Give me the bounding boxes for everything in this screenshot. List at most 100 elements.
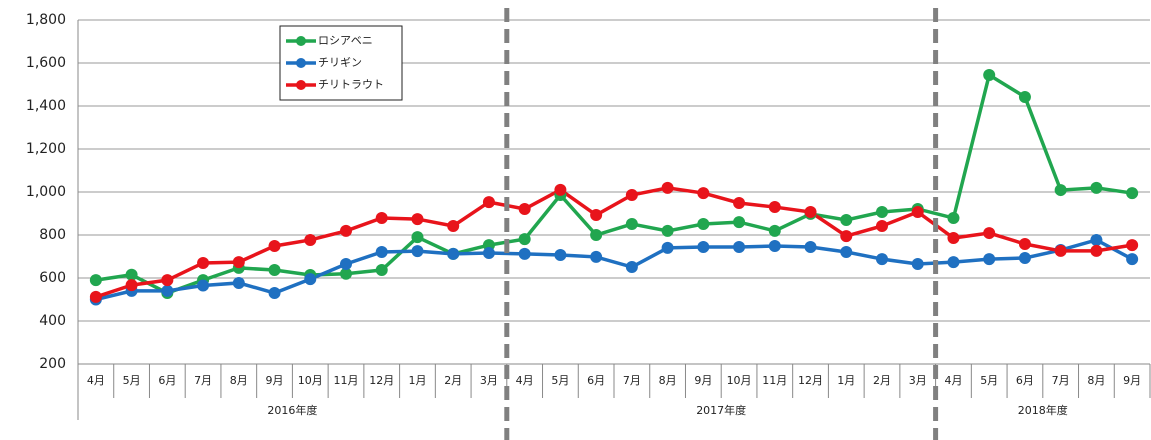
point xyxy=(697,218,710,231)
x-tick-label: 8月 xyxy=(659,374,677,387)
y-tick-label: 200 xyxy=(39,356,66,372)
point xyxy=(804,205,817,218)
x-tick-label: 3月 xyxy=(909,374,927,387)
y-tick-label: 1,800 xyxy=(26,12,66,28)
y-tick-label: 400 xyxy=(39,313,66,329)
x-tick-label: 5月 xyxy=(551,374,569,387)
point xyxy=(268,239,281,252)
point xyxy=(697,187,710,200)
legend-label: チリギン xyxy=(318,56,362,69)
x-tick-label: 5月 xyxy=(123,374,141,387)
point xyxy=(1090,244,1103,257)
x-tick-label: 7月 xyxy=(194,374,212,387)
point xyxy=(840,230,853,243)
point xyxy=(340,258,352,271)
point xyxy=(304,233,317,246)
x-tick-label: 11月 xyxy=(762,374,787,387)
x-tick-label: 9月 xyxy=(266,374,284,387)
point xyxy=(590,209,603,222)
point xyxy=(733,241,746,254)
x-tick-label: 5月 xyxy=(980,374,998,387)
x-tick-label: 7月 xyxy=(1052,374,1070,387)
x-tick-label: 1月 xyxy=(408,374,426,387)
x-tick-label: 12月 xyxy=(369,374,394,387)
point xyxy=(1054,244,1067,257)
y-tick-label: 600 xyxy=(39,270,66,286)
point xyxy=(340,267,352,280)
point xyxy=(411,231,424,244)
point xyxy=(232,256,245,269)
point xyxy=(661,181,674,194)
y-tick-label: 1,000 xyxy=(26,184,66,200)
point xyxy=(876,219,888,232)
x-tick-label: 10月 xyxy=(298,374,323,387)
point xyxy=(411,213,424,226)
x-tick-label: 12月 xyxy=(798,374,823,387)
point xyxy=(983,253,996,266)
point xyxy=(89,290,102,303)
x-tick-label: 9月 xyxy=(1123,374,1141,387)
point xyxy=(411,245,424,258)
point xyxy=(1126,187,1139,200)
point xyxy=(733,196,746,209)
point xyxy=(518,233,531,246)
legend-marker xyxy=(296,36,306,46)
point xyxy=(1090,181,1103,194)
x-tick-label: 4月 xyxy=(944,374,962,387)
x-tick-label: 9月 xyxy=(694,374,712,387)
point xyxy=(625,218,638,231)
point xyxy=(911,205,924,218)
legend-label: ロシアベニ xyxy=(318,34,373,47)
point xyxy=(661,224,674,237)
series-line xyxy=(95,186,1133,299)
point xyxy=(375,264,388,277)
point xyxy=(1126,253,1139,266)
point xyxy=(375,212,388,225)
point xyxy=(1126,239,1139,252)
y-tick-label: 800 xyxy=(39,227,66,243)
y-tick-label: 1,400 xyxy=(26,98,66,114)
point xyxy=(625,261,638,274)
point xyxy=(482,196,495,209)
point xyxy=(768,239,781,252)
x-tick-label: 7月 xyxy=(623,374,641,387)
point xyxy=(661,241,674,254)
point xyxy=(733,216,746,229)
point xyxy=(768,224,781,237)
point xyxy=(697,241,710,254)
point xyxy=(268,287,281,300)
point xyxy=(983,227,996,240)
point xyxy=(625,189,638,202)
point xyxy=(840,213,853,226)
point xyxy=(125,279,138,292)
x-tick-label: 2月 xyxy=(444,374,462,387)
group-label: 2016年度 xyxy=(267,403,317,417)
point xyxy=(1090,233,1103,246)
x-tick-label: 3月 xyxy=(480,374,498,387)
legend-marker xyxy=(296,58,306,68)
point xyxy=(876,205,888,218)
point xyxy=(804,241,817,254)
legend-marker xyxy=(296,80,306,90)
y-tick-label: 1,600 xyxy=(26,55,66,71)
point xyxy=(876,253,888,266)
point xyxy=(125,268,138,281)
point xyxy=(375,245,388,258)
point xyxy=(983,69,996,82)
point xyxy=(89,274,102,287)
point xyxy=(1018,238,1031,251)
point xyxy=(161,274,174,287)
point xyxy=(447,219,460,232)
x-tick-label: 8月 xyxy=(230,374,248,387)
x-tick-label: 11月 xyxy=(334,374,359,387)
point xyxy=(197,279,210,292)
point xyxy=(947,256,960,269)
point xyxy=(232,276,245,289)
legend-label: チリトラウト xyxy=(318,78,384,91)
y-tick-label: 1,200 xyxy=(26,141,66,157)
point xyxy=(768,201,781,214)
point xyxy=(590,250,603,263)
x-tick-label: 6月 xyxy=(587,374,605,387)
point xyxy=(1018,252,1031,265)
group-label: 2018年度 xyxy=(1018,403,1068,417)
